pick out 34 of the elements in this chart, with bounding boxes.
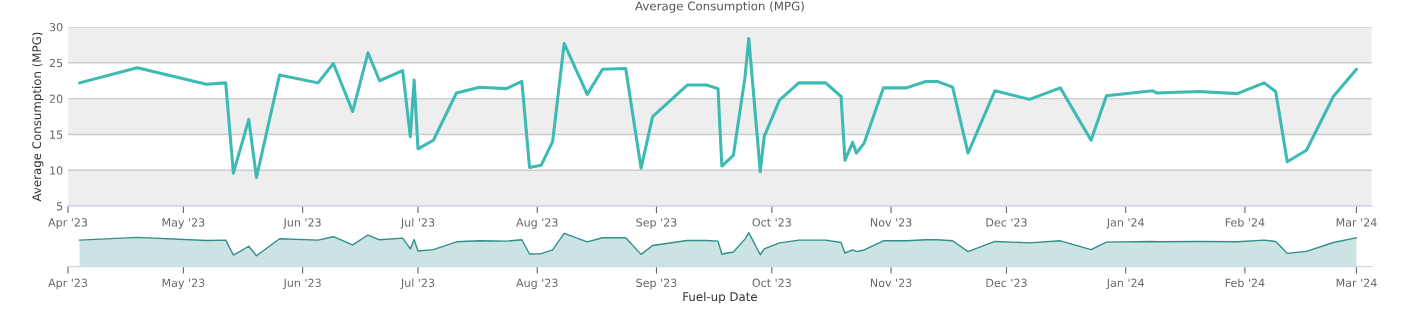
x-tick-label: Nov '23 xyxy=(870,218,912,227)
x-tick-label: Sep '23 xyxy=(636,218,677,229)
y-tick-label: 25 xyxy=(49,58,63,68)
x-tick-label: Nov '23 xyxy=(870,278,912,288)
x-tick-label: Oct '23 xyxy=(752,278,791,288)
x-tick-label: May '23 xyxy=(162,278,205,290)
x-tick-label: Mar '24 xyxy=(1336,278,1377,288)
y-tick-label: 15 xyxy=(50,130,63,139)
x-tick-label: Sep '23 xyxy=(636,278,677,290)
x-tick-label: Apr '23 xyxy=(48,218,88,229)
x-tick-label: Jun '23 xyxy=(283,218,321,229)
x-tick-label: Jun '23 xyxy=(283,278,321,290)
x-tick-label: Dec '23 xyxy=(986,218,1027,227)
x-tick-label: Feb '24 xyxy=(1225,278,1265,288)
x-tick-label: May '23 xyxy=(162,218,205,229)
y-tick-label: 5 xyxy=(56,202,63,211)
y-tick-label: 30 xyxy=(49,22,63,32)
x-tick-label: Jan '24 xyxy=(1106,218,1144,229)
x-tick-label: Jan '24 xyxy=(1106,278,1144,290)
x-tick-label: Dec '23 xyxy=(986,278,1027,288)
line-series xyxy=(78,36,1358,180)
x-tick-label: Aug '23 xyxy=(516,218,558,229)
x-tick-label: Jul '23 xyxy=(400,217,435,229)
y-axis-title: Average Consumption (MPG) xyxy=(32,32,44,202)
x-tick-label: Jul '23 xyxy=(400,278,435,290)
x-tick-label: Feb '24 xyxy=(1225,217,1265,227)
y-tick-label: 20 xyxy=(49,94,63,104)
x-tick-label: Oct '23 xyxy=(752,218,791,227)
chart-title: Average Consumption (MPG) xyxy=(635,1,804,13)
x-tick-label: Aug '23 xyxy=(516,278,558,290)
x-tick-label: Apr '23 xyxy=(48,278,88,290)
y-tick-label: 10 xyxy=(50,166,63,175)
x-tick-label: Mar '24 xyxy=(1336,218,1377,227)
x-axis-title: Fuel-up Date xyxy=(683,291,757,304)
